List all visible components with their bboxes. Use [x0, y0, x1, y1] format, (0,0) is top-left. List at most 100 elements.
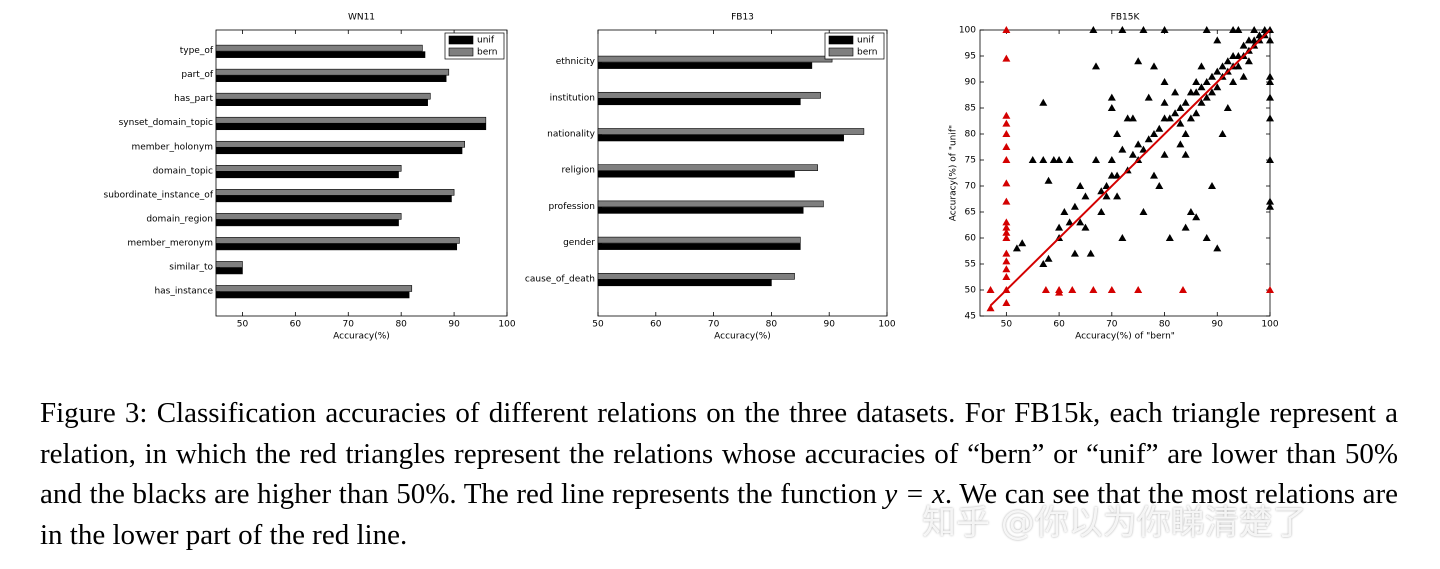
y-tick-label: 55 [965, 260, 976, 270]
triangle-point [1018, 239, 1027, 247]
triangle-point [1002, 234, 1011, 241]
triangle-point [1176, 104, 1185, 111]
triangle-point [1002, 218, 1011, 226]
triangle-point [1202, 234, 1211, 241]
bar [215, 123, 487, 131]
bar [215, 147, 463, 155]
triangle-point [1181, 223, 1190, 231]
triangle-point [1202, 26, 1211, 33]
x-tick-label: 70 [1106, 320, 1118, 330]
bar [215, 237, 460, 244]
watermark: 知乎 @你以为你睇清楚了 [922, 503, 1307, 543]
triangle-point [1002, 228, 1011, 236]
legend-label: bern [477, 48, 498, 58]
triangle-point [1055, 156, 1064, 163]
y-tick-label: has_instance [154, 286, 213, 296]
triangle-point [1160, 114, 1169, 122]
triangle-point [1266, 202, 1274, 210]
triangle-point [1223, 104, 1232, 111]
triangle-point [1197, 62, 1206, 70]
triangle-point [1250, 26, 1259, 33]
bar [215, 51, 426, 58]
triangle-point [1107, 93, 1116, 101]
triangle-point [1179, 286, 1187, 293]
triangle-point [1002, 223, 1011, 231]
triangle-point [1181, 150, 1190, 158]
triangle-point [1134, 57, 1143, 65]
triangle-point [1213, 67, 1222, 75]
y-tick-label: institution [550, 93, 595, 103]
figure: WN11 Accuracy(%) 50 60 70 80 90 100 type_of part_… [104, 13, 1279, 342]
bar [597, 170, 795, 178]
bar [597, 164, 818, 171]
triangle-point [1186, 88, 1195, 96]
triangle-point [1171, 88, 1180, 96]
triangle-point [1081, 192, 1090, 200]
triangle-point [1192, 213, 1201, 221]
triangle-point [1266, 114, 1274, 122]
y-tick-label: domain_topic [153, 166, 213, 176]
triangle-point [1123, 114, 1132, 122]
triangle-point [1266, 156, 1274, 163]
triangle-point [1234, 26, 1243, 33]
bar [215, 219, 399, 227]
caption-text: Figure 3: Classification accuracies of d… [40, 397, 1398, 510]
triangle-point [1139, 26, 1148, 33]
triangle-point [1012, 244, 1021, 252]
triangle-point [1218, 130, 1227, 137]
y-tick-label: 100 [959, 26, 976, 36]
triangle-point [1102, 192, 1111, 200]
triangle-point [1181, 98, 1190, 106]
triangle-point [1089, 26, 1098, 33]
triangle-point [1150, 62, 1158, 70]
x-tick-label: 80 [1159, 320, 1171, 330]
triangle-point [1213, 244, 1222, 252]
y-tick-label: subordinate_instance_of [104, 190, 214, 200]
triangle-point [1155, 124, 1164, 132]
x-axis-label: Accuracy(%) [714, 332, 771, 342]
bar [215, 75, 447, 82]
triangle-point [1266, 36, 1274, 44]
triangle-point [1202, 93, 1211, 101]
triangle-point [1028, 156, 1037, 163]
x-tick-label: 90 [448, 320, 460, 330]
x-tick-label: 60 [290, 320, 302, 330]
triangle-point [1089, 286, 1098, 293]
x-axis-label: Accuracy(%) of "bern" [1075, 332, 1175, 342]
triangle-point [1260, 26, 1269, 33]
y-tick-label: 65 [965, 208, 976, 218]
triangle-point [1107, 171, 1116, 179]
y-tick-label: has_part [174, 94, 213, 104]
triangle-point [986, 304, 995, 312]
triangle-point [1039, 156, 1048, 163]
triangle-point [1144, 93, 1153, 101]
triangle-point [1113, 130, 1122, 137]
triangle-point [1244, 36, 1253, 44]
triangle-point [1039, 260, 1048, 267]
triangle-point [1208, 72, 1216, 80]
triangle-point [1107, 156, 1116, 163]
x-tick-label: 100 [1261, 320, 1278, 330]
bar [215, 261, 243, 268]
triangle-point [1192, 88, 1201, 96]
triangle-point [1266, 286, 1274, 293]
triangle-point [1055, 223, 1064, 231]
triangle-point [1039, 98, 1048, 106]
triangle-point [1165, 234, 1174, 241]
triangle-point [1139, 145, 1148, 153]
triangle-point [1218, 62, 1227, 70]
x-tick-label: 70 [343, 320, 355, 330]
caption-math: y = x [884, 478, 945, 510]
triangle-point [1234, 62, 1243, 70]
legend-label: unif [857, 36, 875, 46]
x-tick-label: 80 [395, 320, 407, 330]
triangle-point [1266, 72, 1274, 80]
legend-swatch [828, 47, 854, 57]
triangle-point [1068, 286, 1077, 293]
triangle-point [1181, 130, 1190, 137]
triangle-point [1002, 26, 1011, 33]
triangle-point [1092, 62, 1100, 70]
triangle-point [1102, 182, 1111, 189]
triangle-point [1186, 114, 1195, 122]
bar [215, 68, 450, 76]
